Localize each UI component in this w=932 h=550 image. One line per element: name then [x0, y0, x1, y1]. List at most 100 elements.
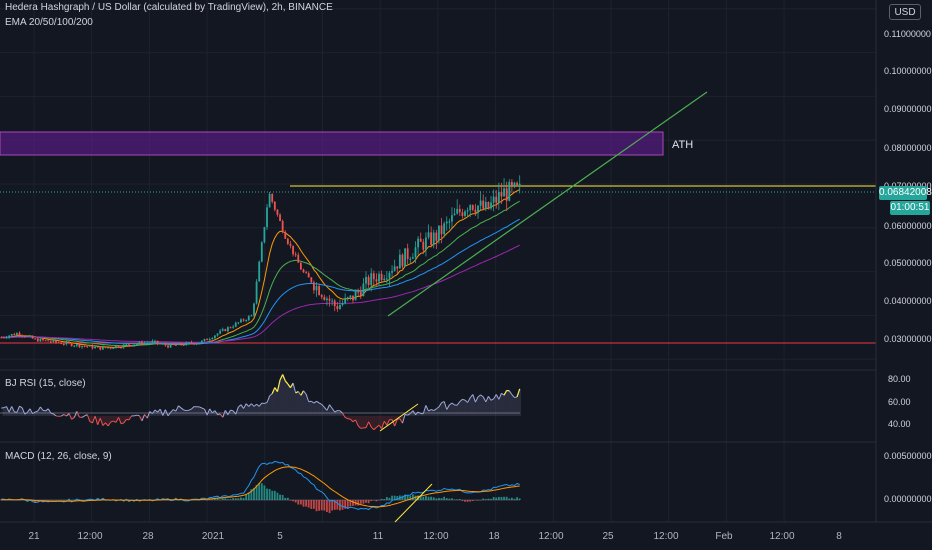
rsi-label[interactable]: BJ RSI (15, close)	[5, 378, 86, 389]
candle-body	[401, 254, 404, 267]
x-tick: 12:00	[769, 531, 795, 542]
macd-y-tick: 0.00000000	[884, 494, 932, 504]
candle-body	[346, 297, 349, 299]
rsi-segment	[97, 418, 101, 425]
candle-body	[229, 327, 232, 329]
macd-histogram-bar	[307, 500, 310, 508]
candle-body	[16, 333, 18, 335]
rsi-segment	[326, 404, 330, 411]
rsi-segment	[16, 406, 20, 413]
rsi-segment	[3, 406, 7, 409]
current-price-tag: 0.06842008	[879, 186, 932, 200]
rsi-segment	[92, 415, 96, 424]
candle-body	[404, 248, 406, 267]
rsi-segment	[123, 419, 127, 424]
candle-body	[510, 181, 513, 186]
candle-body	[276, 209, 279, 215]
rsi-segment	[209, 408, 213, 414]
rsi-segment	[378, 424, 383, 429]
rsi-overbought-segment	[503, 390, 508, 396]
rsi-segment	[32, 411, 36, 415]
candle-body	[294, 254, 297, 256]
rsi-segment	[162, 409, 166, 416]
rsi-segment	[266, 395, 271, 403]
macd-histogram-bar	[281, 494, 284, 500]
y-tick: 0.05000000	[884, 258, 932, 268]
candle-body	[279, 214, 281, 222]
rsi-segment	[172, 409, 177, 412]
candle-body	[333, 300, 336, 307]
rsi-segment	[464, 399, 468, 403]
rsi-segment	[115, 417, 119, 423]
candle-body	[385, 278, 388, 280]
rsi-segment	[180, 407, 184, 411]
rsi-segment	[490, 398, 494, 401]
candle-body	[115, 345, 117, 349]
candle-body	[326, 298, 328, 301]
macd-label[interactable]: MACD (12, 26, close, 9)	[5, 451, 112, 462]
candle-body	[380, 273, 383, 281]
candle-body	[221, 329, 224, 331]
rsi-segment	[329, 404, 333, 409]
macd-histogram-bar	[495, 497, 498, 500]
rsi-segment	[21, 407, 26, 415]
macd-histogram-bar	[328, 500, 331, 514]
candle-body	[427, 232, 430, 238]
rsi-segment	[243, 403, 247, 409]
macd-histogram-bar	[516, 497, 519, 500]
macd-histogram-bar	[101, 498, 104, 500]
candle-body	[245, 320, 248, 322]
rsi-segment	[383, 420, 388, 426]
rsi-segment	[199, 406, 203, 409]
candle-body	[299, 262, 302, 270]
rsi-segment	[495, 394, 500, 400]
macd-histogram-bar	[31, 500, 34, 502]
macd-histogram-bar	[326, 500, 328, 513]
rsi-segment	[456, 401, 461, 406]
candle-body	[169, 344, 172, 348]
candle-body	[438, 225, 440, 241]
rsi-segment	[409, 410, 414, 414]
rsi-segment	[11, 406, 15, 413]
candle-body	[250, 315, 253, 317]
rsi-segment	[514, 396, 518, 399]
ema-indicator-label[interactable]: EMA 20/50/100/200	[5, 17, 93, 28]
rsi-segment	[508, 390, 513, 395]
candle-body	[417, 238, 420, 248]
candle-body	[518, 183, 521, 185]
rsi-segment	[412, 410, 416, 416]
x-tick: Feb	[715, 531, 733, 542]
candle-body	[430, 232, 433, 245]
x-tick: 12:00	[77, 531, 103, 542]
rsi-overbought-segment	[276, 379, 281, 392]
rsi-segment	[47, 408, 52, 414]
candle-body	[227, 327, 229, 332]
rsi-segment	[258, 402, 263, 407]
candle-body	[451, 215, 453, 222]
x-tick: 25	[602, 531, 614, 542]
rsi-segment	[459, 398, 463, 402]
currency-button[interactable]: USD	[889, 4, 921, 20]
candle-body	[185, 342, 188, 346]
rsi-segment	[344, 417, 348, 420]
rsi-segment	[232, 410, 237, 415]
macd-histogram-bar	[268, 489, 271, 500]
macd-signal-line	[1, 466, 520, 508]
rsi-segment	[138, 415, 143, 422]
rsi-segment	[474, 396, 479, 403]
rsi-segment	[342, 412, 346, 418]
candle-body	[341, 303, 344, 305]
candle-body	[52, 340, 55, 342]
rsi-overbought-segment	[295, 390, 299, 394]
candle-body	[375, 279, 378, 282]
macd-histogram-bar	[419, 496, 422, 500]
candle-body	[26, 335, 29, 337]
macd-histogram-bar	[411, 494, 414, 500]
macd-histogram-bar	[336, 500, 339, 510]
macd-histogram-bar	[435, 498, 438, 500]
macd-histogram-bar	[299, 500, 302, 505]
rsi-segment	[201, 407, 205, 410]
candle-body	[23, 335, 26, 337]
rsi-segment	[430, 409, 434, 412]
